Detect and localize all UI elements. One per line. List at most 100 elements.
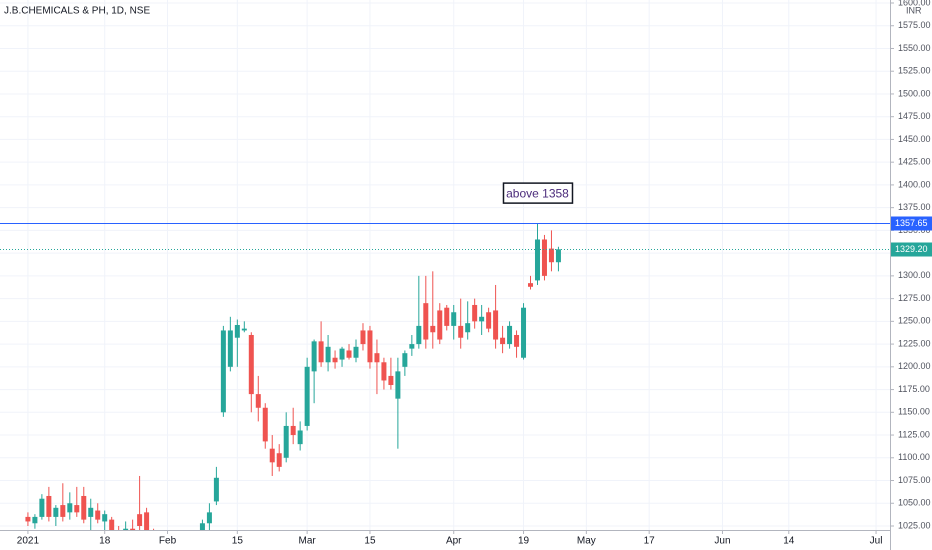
x-tick-label: May bbox=[577, 536, 596, 547]
y-tick-label: 1175.00 bbox=[898, 384, 930, 394]
candle-body bbox=[430, 325, 436, 333]
candle-body bbox=[528, 283, 534, 287]
x-tick-label: 17 bbox=[644, 536, 656, 547]
grid bbox=[0, 0, 890, 530]
y-tick-label: 1475.00 bbox=[898, 111, 931, 121]
y-tick-label: 1050.00 bbox=[898, 498, 931, 508]
candle-body bbox=[325, 346, 331, 363]
candle-body bbox=[109, 519, 115, 530]
candle-body bbox=[437, 310, 443, 340]
candle-body bbox=[25, 516, 31, 522]
x-tick-label: 2021 bbox=[17, 536, 40, 547]
candle-body bbox=[548, 248, 554, 263]
y-tick-label: 1125.00 bbox=[898, 429, 930, 439]
y-tick-label: 1225.00 bbox=[898, 338, 931, 348]
candle-body bbox=[555, 249, 561, 263]
chart-title: J.B.CHEMICALS & PH, 1D, NSE bbox=[4, 6, 150, 17]
annotation-box bbox=[502, 182, 574, 204]
candle-body bbox=[283, 425, 289, 458]
candle-body bbox=[521, 307, 527, 358]
candle-body bbox=[67, 503, 73, 513]
candle-body bbox=[234, 324, 240, 338]
y-tick-label: 1250.00 bbox=[898, 316, 931, 326]
candle-body bbox=[241, 328, 247, 331]
candle-body bbox=[451, 312, 457, 326]
candle-body bbox=[74, 505, 80, 513]
candle-body bbox=[53, 507, 59, 517]
axes: 1025.00 1050.00 1075.00 1100.00 1125.00 1150.… bbox=[17, 0, 932, 547]
candle-body bbox=[88, 507, 94, 517]
candle-body bbox=[423, 303, 429, 340]
candle-body bbox=[46, 495, 52, 517]
candle-body bbox=[409, 344, 415, 349]
candle-body bbox=[227, 330, 233, 367]
candle-body bbox=[353, 346, 359, 358]
candle-body bbox=[388, 375, 394, 386]
candle-body bbox=[304, 366, 310, 426]
candle-body bbox=[262, 407, 268, 442]
candle-body bbox=[269, 448, 275, 463]
price-label-box bbox=[891, 242, 932, 257]
y-tick-label: 1275.00 bbox=[898, 293, 931, 303]
candle-body bbox=[213, 477, 219, 502]
candle-body bbox=[493, 310, 499, 340]
candle-body bbox=[534, 239, 540, 281]
y-tick-label: 1150.00 bbox=[898, 407, 930, 417]
candle-body bbox=[381, 362, 387, 381]
y-tick-label: 1600.00 bbox=[898, 0, 931, 7]
plot-area: above 1358 bbox=[0, 182, 890, 530]
candle-body bbox=[220, 330, 226, 413]
candle-body bbox=[206, 512, 212, 524]
x-tick-label: Jun bbox=[714, 536, 730, 547]
candle-body bbox=[95, 510, 101, 520]
y-tick-label: 1200.00 bbox=[898, 361, 931, 371]
candle-body bbox=[479, 316, 485, 322]
x-tick-label: 15 bbox=[232, 536, 244, 547]
y-tick-label: 1575.00 bbox=[898, 20, 931, 30]
candle-body bbox=[416, 325, 422, 345]
candle-body bbox=[507, 325, 513, 345]
y-tick-label: 1075.00 bbox=[898, 475, 931, 485]
x-tick-label: Feb bbox=[159, 536, 177, 547]
y-tick-label: 1425.00 bbox=[898, 157, 931, 167]
x-tick-label: Apr bbox=[446, 536, 462, 547]
x-tick-label: Mar bbox=[299, 536, 317, 547]
candle-body bbox=[276, 453, 282, 467]
candle-body bbox=[144, 512, 150, 530]
candle-body bbox=[60, 505, 66, 517]
candle-body bbox=[39, 498, 45, 517]
y-tick-label: 1450.00 bbox=[898, 134, 931, 144]
candle-body bbox=[360, 330, 366, 345]
annotation-text: above 1358 bbox=[506, 186, 569, 200]
x-tick-label: 19 bbox=[518, 536, 530, 547]
candle-body bbox=[395, 371, 401, 399]
candle-body bbox=[486, 312, 492, 329]
x-tick-label: 15 bbox=[364, 536, 376, 547]
candle-body bbox=[444, 307, 450, 326]
candle-body bbox=[472, 304, 478, 322]
candle-body bbox=[130, 528, 136, 530]
candle-body bbox=[290, 425, 296, 436]
candle-body bbox=[346, 350, 352, 358]
candle-body bbox=[81, 495, 87, 520]
y-tick-label: 1500.00 bbox=[898, 88, 931, 98]
candle-body bbox=[318, 341, 324, 363]
candle-body bbox=[465, 323, 471, 333]
candle-body bbox=[102, 514, 108, 522]
price-label: 1329.20 bbox=[895, 244, 928, 254]
y-tick-label: 1525.00 bbox=[898, 66, 931, 76]
candle-body bbox=[367, 330, 373, 363]
price-label-box bbox=[891, 216, 932, 231]
candle-body bbox=[339, 348, 345, 360]
candle-body bbox=[374, 353, 380, 363]
candle-body bbox=[297, 430, 303, 445]
candle-body bbox=[541, 239, 547, 276]
candle-body bbox=[402, 353, 408, 367]
x-tick-label: Jul bbox=[870, 536, 883, 547]
candle-body bbox=[32, 516, 38, 524]
candle-body bbox=[199, 523, 205, 530]
price-label: 1357.65 bbox=[895, 218, 928, 228]
candle-body bbox=[123, 528, 129, 530]
